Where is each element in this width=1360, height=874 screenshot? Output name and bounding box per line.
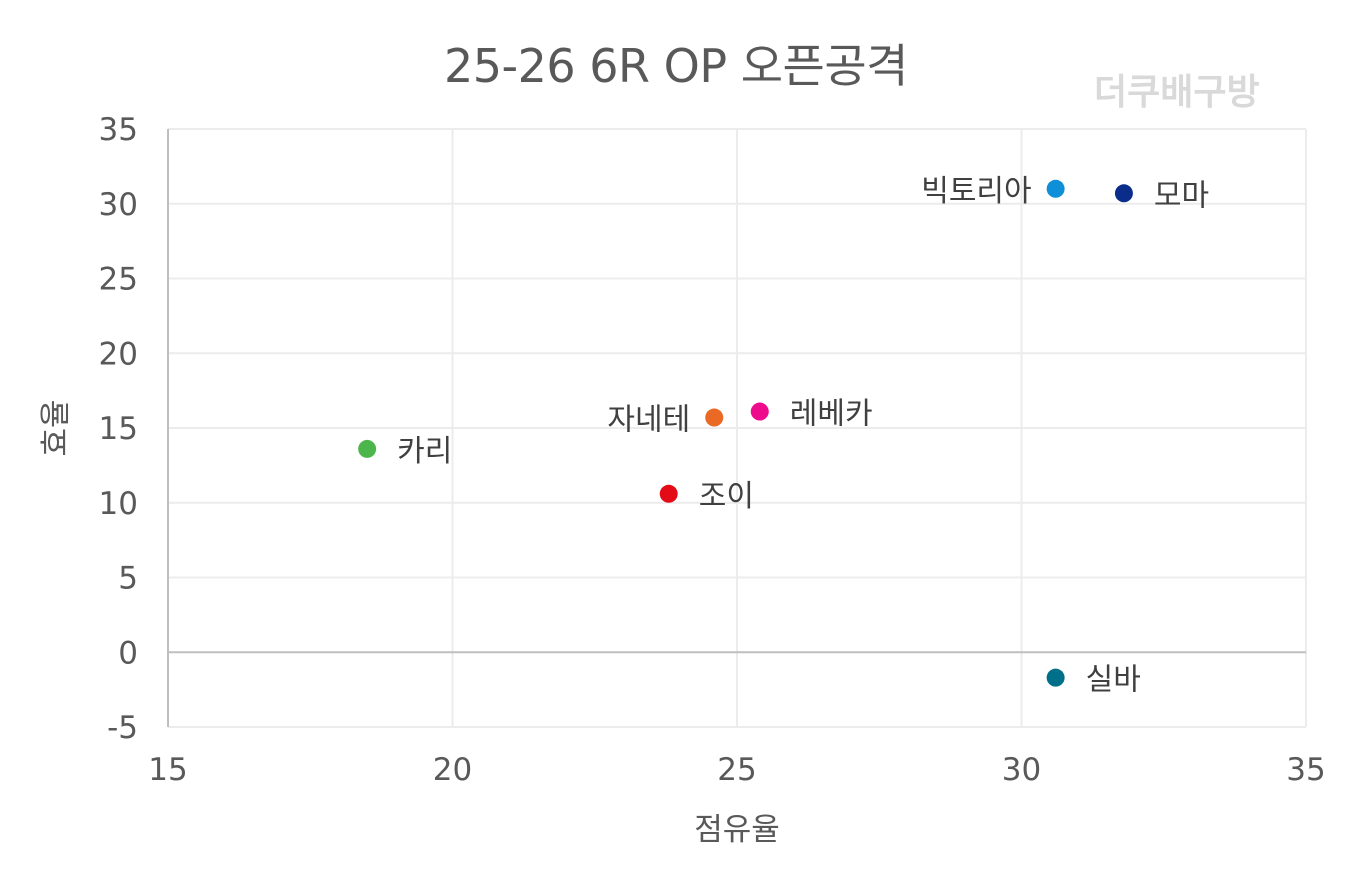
data-point: [358, 439, 377, 458]
y-tick-label: 35: [99, 112, 138, 148]
data-point: [1114, 184, 1133, 203]
y-tick-label: 0: [118, 635, 138, 671]
data-point: [659, 484, 678, 503]
data-label: 자네테: [607, 403, 690, 438]
watermark: 더쿠배구방: [1094, 72, 1260, 113]
x-tick-label: 20: [433, 752, 472, 788]
chart-title: 25-26 6R OP 오픈공격: [444, 39, 909, 93]
y-tick-label: 5: [118, 561, 138, 597]
axes: [167, 129, 1306, 727]
y-tick-label: 25: [99, 262, 138, 298]
y-tick-label: 10: [99, 486, 138, 522]
y-tick-label: 30: [99, 187, 138, 223]
data-label: 조이: [699, 479, 754, 514]
data-point: [1046, 179, 1065, 198]
data-label: 빅토리아: [921, 174, 1031, 209]
y-tick-label: 20: [99, 336, 138, 372]
data-label: 카리: [397, 434, 452, 469]
gridlines: [168, 128, 1307, 728]
x-tick-label: 30: [1002, 752, 1041, 788]
tick-labels: -5 0 5 10 15 20 25 30 35 15 20 25 30 35: [99, 112, 1326, 788]
data-label: 실바: [1086, 663, 1141, 698]
y-tick-label: -5: [107, 710, 138, 746]
y-tick-label: 15: [99, 411, 138, 447]
x-tick-label: 35: [1286, 752, 1325, 788]
y-axis-title: 효율: [38, 399, 74, 456]
data-label: 모마: [1154, 178, 1209, 213]
x-tick-label: 25: [717, 752, 756, 788]
x-axis-title: 점유율: [694, 812, 780, 848]
data-point: [1046, 668, 1065, 687]
data-point: [750, 402, 769, 421]
data-point: [705, 408, 724, 427]
data-label: 레베카: [790, 397, 873, 432]
x-tick-label: 15: [148, 752, 187, 788]
